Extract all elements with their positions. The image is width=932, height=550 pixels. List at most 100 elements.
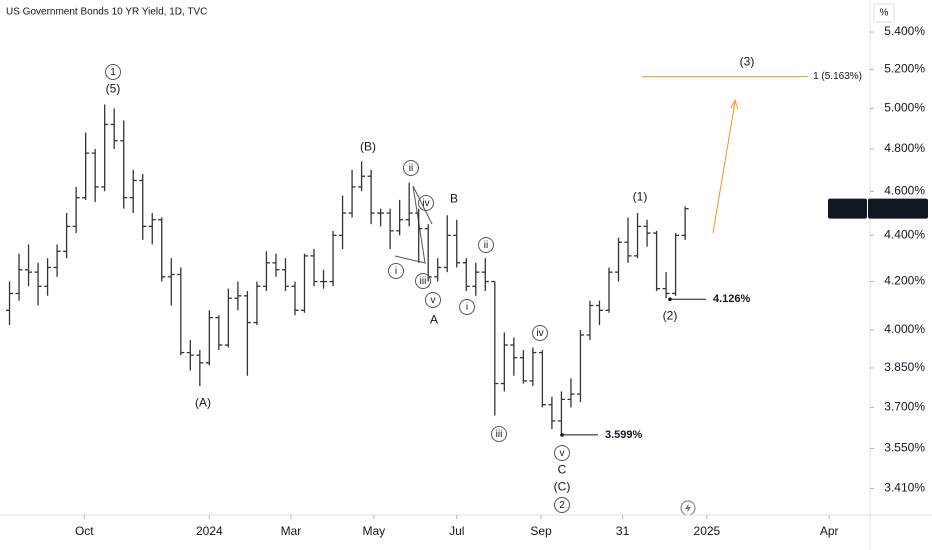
ohlc-bar [615, 237, 623, 282]
ohlc-bar [377, 208, 385, 227]
y-tick-label: 4.200% [884, 274, 925, 288]
y-tick-label: 3.850% [884, 360, 925, 374]
symbol-label: US10Y [828, 201, 866, 215]
ohlc-bar [82, 132, 90, 200]
y-tick-label: 3.700% [884, 400, 925, 414]
ohlc-bar [672, 233, 680, 296]
wave-circle [478, 237, 494, 253]
ohlc-bar [339, 195, 347, 249]
ohlc-bar [243, 291, 251, 376]
x-tick-label: May [362, 524, 385, 538]
ohlc-bar [186, 339, 194, 371]
ohlc-bar [148, 213, 156, 245]
wave-label: i [466, 302, 468, 313]
ohlc-bar [415, 208, 423, 263]
wave-circle [105, 64, 121, 80]
x-tick-label: 2025 [694, 524, 721, 538]
ohlc-bar [63, 213, 71, 259]
ohlc-bar [158, 217, 166, 282]
x-tick-label: Mar [281, 524, 302, 538]
ohlc-bar [548, 396, 556, 430]
ohlc-bar [262, 251, 270, 292]
wave-label: A [430, 313, 438, 327]
ohlc-bar [253, 281, 261, 326]
ohlc-bar [25, 244, 33, 287]
ohlc-bar [139, 174, 147, 240]
arrow-head [730, 98, 739, 110]
ohlc-bar [358, 161, 366, 192]
y-tick-label: 5.400% [884, 24, 925, 38]
ohlc-bar [129, 169, 137, 214]
wave-label: iii [496, 429, 503, 440]
wave-label: i [395, 266, 397, 277]
ohlc-bar [281, 258, 289, 292]
wave-circle [415, 273, 431, 289]
ohlc-bar [215, 315, 223, 351]
y-tick-label: 3.410% [884, 481, 925, 495]
y-tick-label: 5.000% [884, 101, 925, 115]
ohlc-bar [367, 169, 375, 225]
ohlc-bar [653, 230, 661, 292]
wave-label: iv [536, 328, 543, 339]
price-mark-dot [560, 433, 564, 437]
icon-bolt[interactable] [685, 503, 691, 513]
x-tick-label: Apr [820, 524, 839, 538]
ohlc-bar [396, 199, 404, 236]
ohlc-bar [110, 108, 118, 149]
wave-label: 2 [559, 500, 565, 511]
ohlc-bar [234, 281, 242, 311]
wave-label: (2) [663, 309, 678, 323]
wave-label: (3) [740, 55, 755, 69]
ohlc-bar [491, 280, 499, 416]
ohlc-bar [224, 288, 232, 348]
wave-label: (1) [633, 190, 648, 204]
chart-title: US Government Bonds 10 YR Yield, 1D, TVC [6, 7, 207, 18]
unit-label: % [880, 8, 889, 19]
ohlc-bar [453, 219, 461, 268]
symbol-box [828, 198, 867, 219]
wave-label: (C) [554, 480, 571, 494]
ohlc-bar [310, 248, 318, 287]
ohlc-bar [348, 169, 356, 218]
ohlc-bar [510, 337, 518, 376]
x-tick-label: Jul [449, 524, 464, 538]
ohlc-bar [538, 350, 546, 408]
wave-circle [425, 292, 441, 308]
last-price-label: 4.520% [884, 201, 925, 215]
wave-label: iv [422, 198, 429, 209]
projection-arrow [712, 101, 736, 234]
ohlc-bar [529, 347, 537, 387]
ohlc-bar [434, 258, 442, 282]
ohlc-bar [576, 329, 584, 403]
ohlc-bar [472, 262, 480, 296]
ohlc-bar [72, 186, 80, 234]
ohlc-bar [500, 332, 508, 392]
ohlc-bar [662, 272, 670, 299]
wave-label: B [450, 192, 458, 206]
ohlc-bar [681, 206, 689, 240]
wave-label: C [558, 463, 567, 477]
ohlc-bar [634, 213, 642, 259]
wave-circle [532, 325, 548, 341]
ohlc-bar [462, 258, 470, 292]
wave-label: v [431, 295, 436, 306]
y-tick-label: 5.200% [884, 62, 925, 76]
ohlc-bar [205, 310, 213, 366]
ohlc-bar [586, 300, 594, 340]
wave-label: (5) [106, 82, 121, 96]
ohlc-bar [329, 230, 337, 287]
wave-label: iii [420, 276, 427, 287]
price-mark-label: 4.126% [713, 293, 751, 305]
ohlc-bar [567, 378, 575, 408]
ohlc-bar [519, 350, 527, 384]
ohlc-bar [53, 244, 61, 277]
ohlc-bar [443, 215, 451, 273]
wave-circle [491, 426, 507, 442]
wave-label: ii [409, 163, 413, 174]
x-tick-label: 31 [616, 524, 630, 538]
ohlc-bar [481, 258, 489, 292]
ohlc-bar [320, 269, 328, 289]
y-tick-label: 4.600% [884, 183, 925, 197]
wave-label: v [560, 448, 565, 459]
price-mark-dot [668, 297, 672, 302]
